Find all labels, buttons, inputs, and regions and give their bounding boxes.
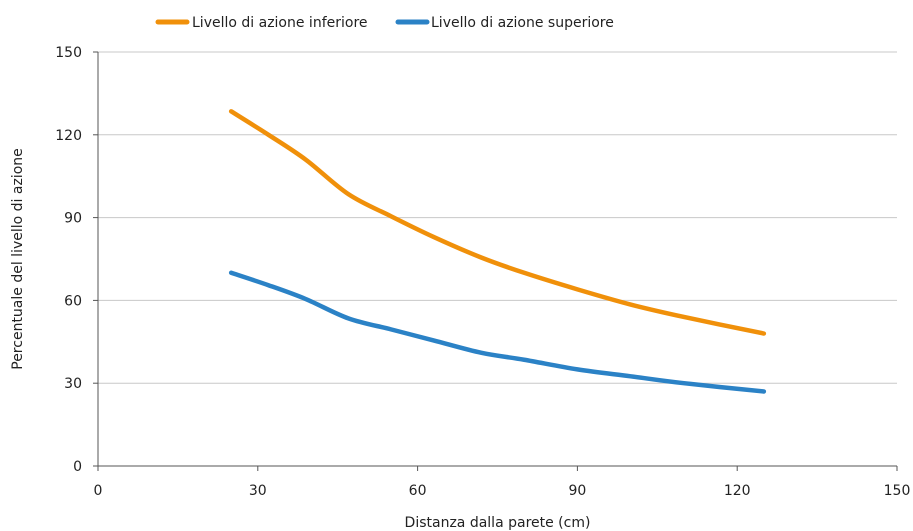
- y-tick-label: 0: [73, 459, 82, 475]
- y-tick-label: 90: [64, 211, 82, 227]
- y-tick-label: 60: [64, 293, 82, 309]
- y-tick-label: 120: [55, 128, 82, 144]
- x-tick-label: 30: [249, 483, 267, 499]
- x-tick-label: 120: [724, 483, 751, 499]
- x-axis-title: Distanza dalla parete (cm): [405, 515, 591, 531]
- x-tick-label: 0: [94, 483, 103, 499]
- y-axis-title: Percentuale del livello di azione: [10, 148, 26, 370]
- axes: 0 30 60 90 120 150 0 30 60 90 120 150: [55, 45, 910, 499]
- y-tick-label: 30: [64, 376, 82, 392]
- y-tick-label: 150: [55, 45, 82, 61]
- legend: Livello di azione inferiore Livello di az…: [155, 15, 614, 31]
- series-lines: [228, 109, 767, 394]
- series-line-2: [228, 270, 767, 394]
- series-line-1: [228, 109, 767, 336]
- gridlines: [98, 51, 897, 384]
- legend-label-1: Livello di azione inferiore: [192, 15, 368, 31]
- x-tick-label: 90: [568, 483, 586, 499]
- x-tick-label: 60: [409, 483, 427, 499]
- legend-label-2: Livello di azione superiore: [431, 15, 614, 31]
- x-tick-label: 150: [884, 483, 911, 499]
